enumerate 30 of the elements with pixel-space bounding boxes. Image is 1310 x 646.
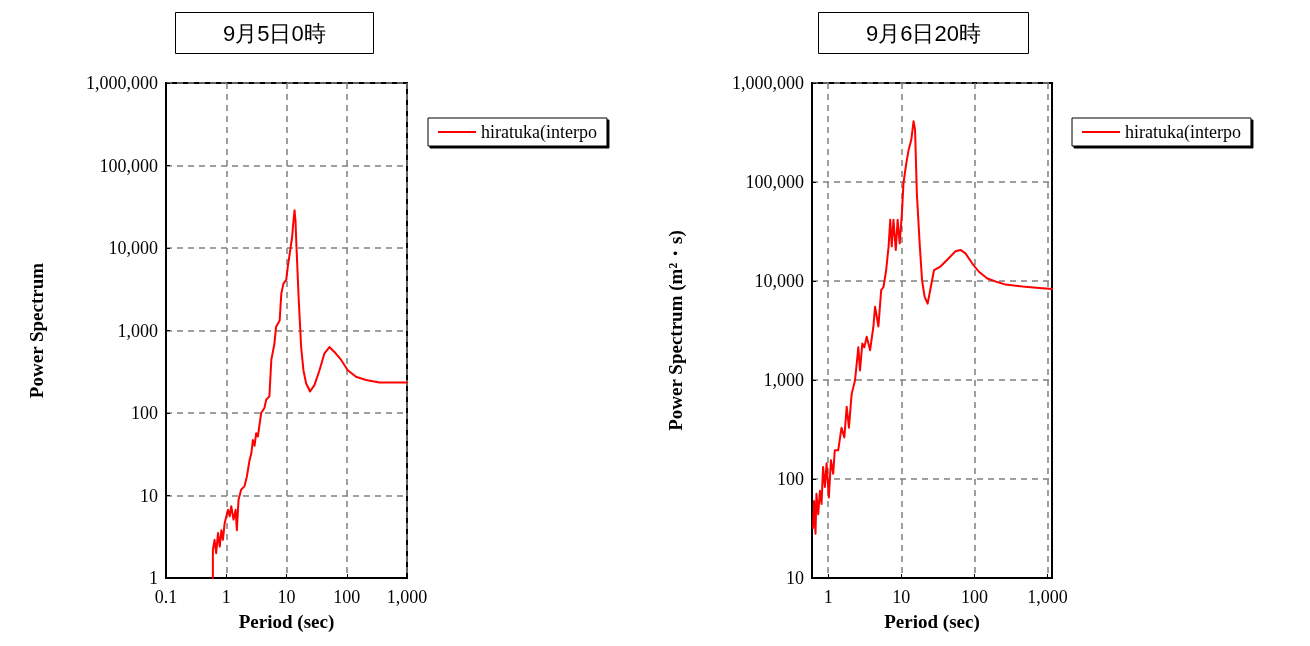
y-tick-label: 1 [149,568,158,588]
x-tick-label: 1 [221,587,231,607]
y-axis-title: Power Spectrum (m²・s) [665,230,687,431]
x-tick-label: 1,000 [386,587,428,607]
y-tick-label: 10,000 [754,271,804,291]
y-tick-label: 1,000,000 [86,73,158,93]
x-tick-label: 10 [892,587,911,607]
y-axis-title: Power Spectrum [26,262,47,399]
legend-label: hiratuka(interpo [481,122,597,143]
chart-title: 9月5日0時 [223,20,326,46]
x-tick-label: 100 [333,587,361,607]
y-tick-label: 100 [131,403,158,423]
y-tick-label: 10 [786,568,804,588]
x-tick-label: 1 [823,587,833,607]
legend-label: hiratuka(interpo [1125,122,1241,143]
x-tick-label: 10 [277,587,296,607]
y-tick-label: 100,000 [99,155,158,176]
y-tick-label: 10,000 [108,238,158,258]
x-axis-title: Period (sec) [884,611,980,633]
y-tick-label: 100,000 [745,172,804,192]
x-axis-title: Period (sec) [238,611,335,633]
x-tick-label: 1,000 [1027,587,1068,607]
y-tick-label: 10 [140,485,158,506]
y-tick-label: 1,000 [763,370,804,390]
y-tick-label: 100 [777,469,804,489]
y-tick-label: 1,000 [117,320,158,341]
chart-title: 9月6日20時 [866,20,981,46]
x-tick-label: 100 [960,587,988,607]
y-tick-label: 1,000,000 [732,73,804,93]
x-tick-label: 0.1 [154,587,178,607]
